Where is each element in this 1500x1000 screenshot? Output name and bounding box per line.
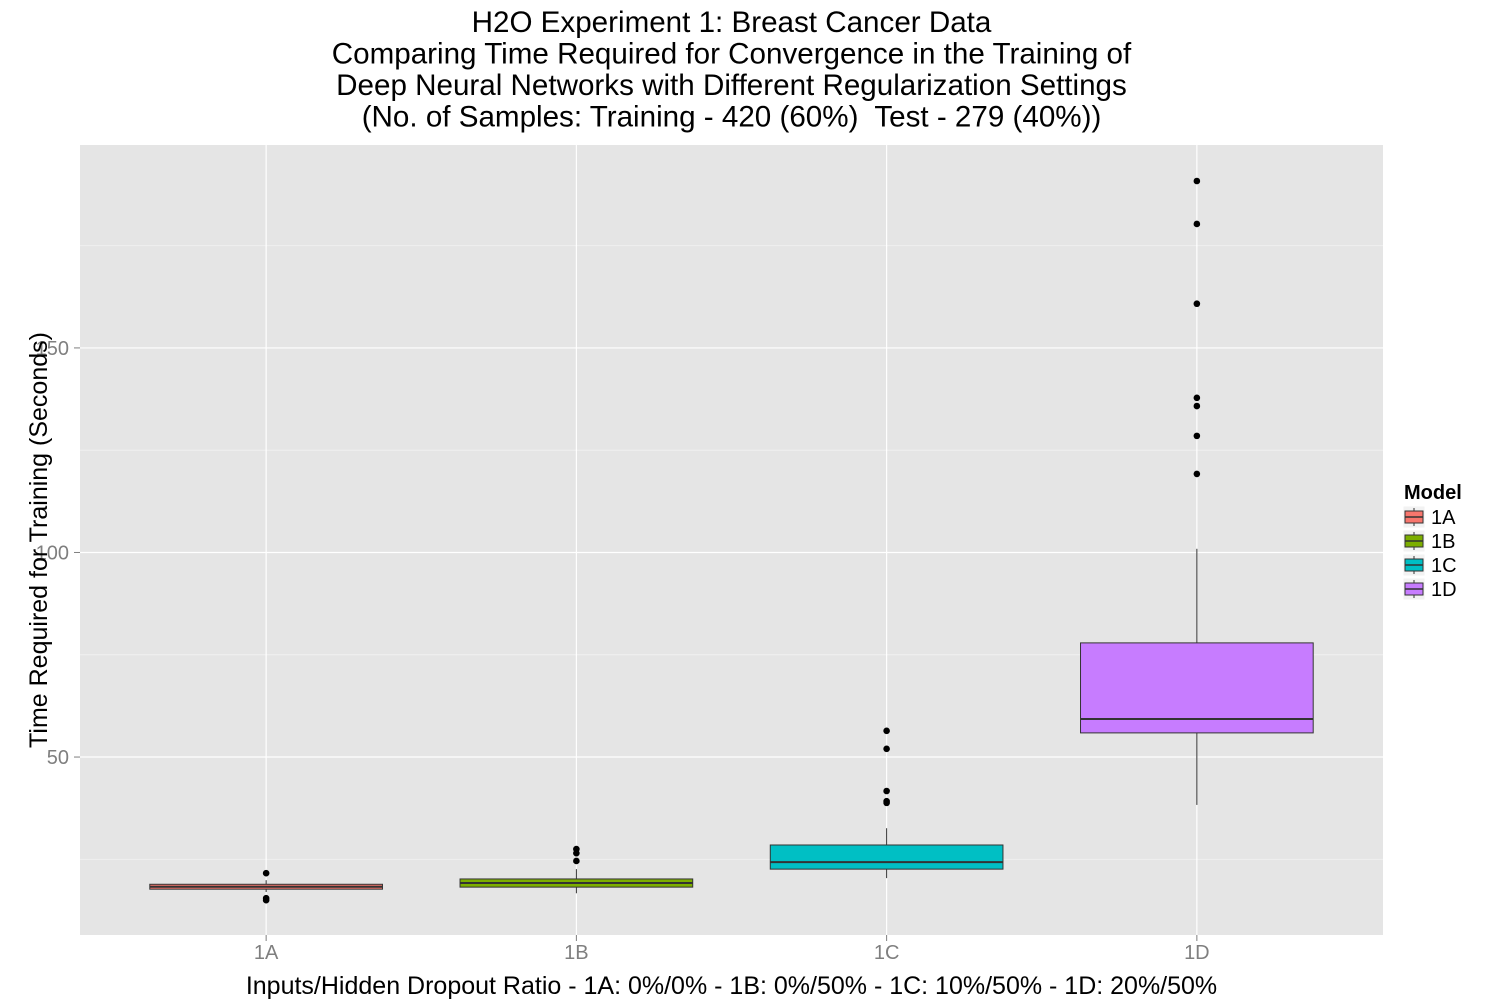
legend-entry-1C: 1C [1402,553,1457,577]
outlier-point-1A [262,869,270,877]
outlier-point-1D [1193,394,1201,402]
legend-label-1D: 1D [1431,579,1457,601]
outlier-point-1D [1193,220,1201,228]
outlier-point-1D [1193,432,1201,440]
x-tick-label-1A: 1A [254,942,279,964]
outlier-point-1B [573,857,580,865]
chart-title-line-4: (No. of Samples: Training - 420 (60%) Te… [362,101,1102,134]
x-tick-label-1B: 1B [564,942,588,964]
box-1C [769,844,1004,870]
boxplot-1B [459,845,694,894]
outlier-point-1C [883,745,890,753]
x-tick-label-1C: 1C [874,942,900,964]
chart-title-line-3: Deep Neural Networks with Different Regu… [336,69,1127,102]
legend-key-1C [1402,553,1426,577]
x-axis: 1A 1B 1C 1D [254,935,1210,964]
outlier-point-1C [883,799,890,807]
x-tick-label-1D: 1D [1184,942,1210,964]
chart-title: H2O Experiment 1: Breast Cancer Data Com… [332,6,1132,134]
legend-entry-1D: 1D [1402,577,1457,601]
y-axis: 50 100 150 [36,338,80,769]
legend-label-1C: 1C [1431,555,1457,577]
plot-panel [80,145,1383,935]
y-axis-title: Time Required for Training (Seconds) [25,332,53,748]
legend-label-1A: 1A [1431,507,1456,529]
boxplot-1D [1080,177,1314,805]
legend-title: Model [1404,482,1462,504]
boxplot-1A [149,869,383,904]
boxplots [149,177,1314,904]
legend-entry-1A: 1A [1402,505,1456,529]
legend-key-1B [1402,529,1426,553]
legend-label-1B: 1B [1431,531,1455,553]
outlier-point-1D [1193,177,1201,185]
outlier-point-1A [262,896,270,904]
y-tick-label: 100 [36,542,69,564]
chart-title-line-2: Comparing Time Required for Convergence … [332,38,1132,71]
chart-title-line-1: H2O Experiment 1: Breast Cancer Data [472,6,992,39]
outlier-point-1D [1193,470,1201,478]
legend-key-1D [1402,577,1426,601]
legend-entry-1B: 1B [1402,529,1455,553]
legend-key-1A [1402,505,1426,529]
x-axis-title: Inputs/Hidden Dropout Ratio - 1A: 0%/0% … [246,972,1217,1000]
gridlines [80,145,1383,935]
outlier-point-1D [1193,300,1201,308]
outlier-point-1C [883,787,890,795]
outlier-point-1B [573,849,580,857]
boxplot-1C [769,727,1004,879]
y-tick-label: 50 [47,747,69,769]
outlier-point-1D [1193,402,1201,410]
box-1D [1080,642,1314,734]
outlier-point-1C [883,727,890,735]
y-tick-label: 150 [36,338,69,360]
